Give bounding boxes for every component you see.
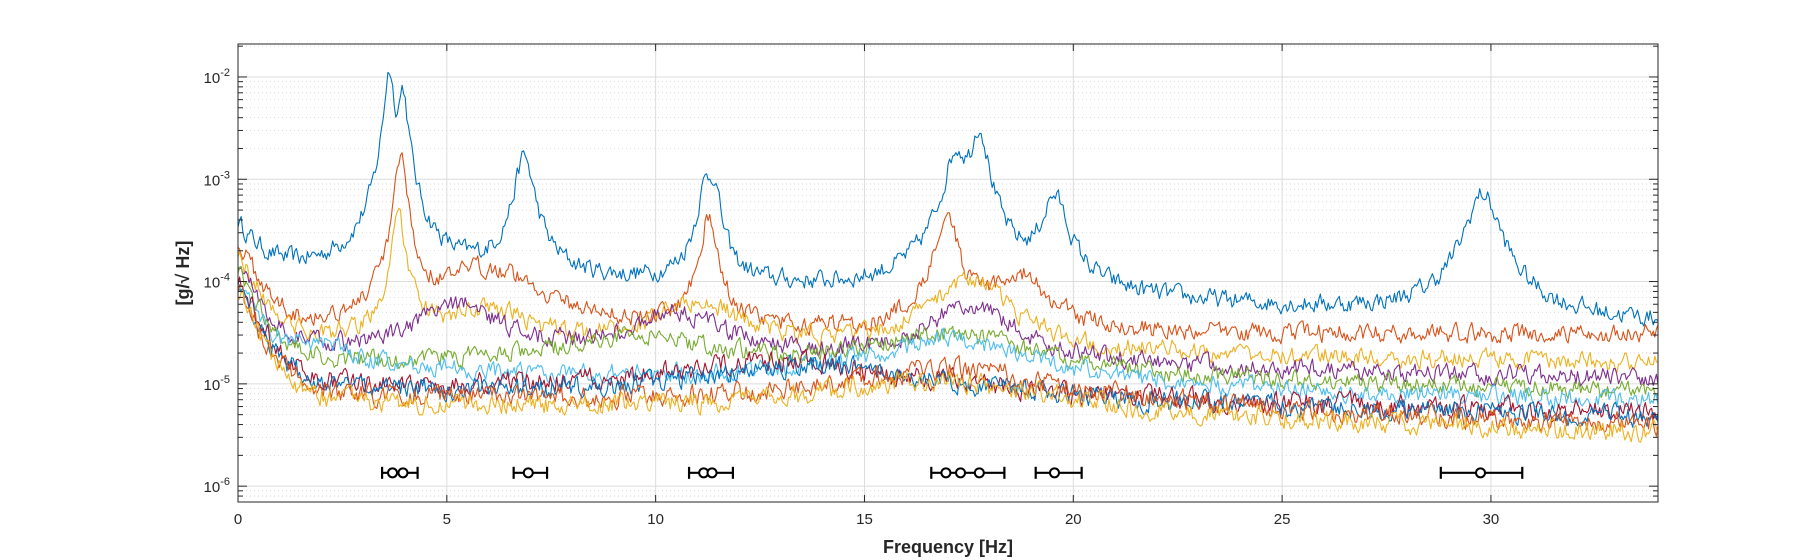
y-axis-label: [g/√ Hz]	[173, 241, 193, 306]
x-tick-label: 20	[1065, 511, 1082, 528]
interval-center-marker	[955, 467, 967, 479]
interval-center-marker	[1049, 467, 1060, 479]
interval-center-marker	[397, 467, 409, 479]
y-tick-label: 10-2	[204, 67, 230, 87]
series-line	[237, 71, 1659, 327]
x-axis-label: Frequency [Hz]	[883, 537, 1013, 557]
y-tick-label: 10-4	[204, 272, 230, 292]
x-tick-label: 15	[856, 511, 873, 528]
series-line	[237, 284, 1659, 437]
y-tick-label: 10-5	[204, 374, 230, 394]
series-line	[237, 152, 1659, 345]
x-tick-label: 5	[443, 511, 451, 528]
series-line	[237, 207, 1659, 373]
axis-ticks: 0 5 10 15 20 25 30 10-6 10-5 10-4 10-3 10-2	[204, 44, 1658, 528]
y-tick-label: 10-6	[204, 476, 230, 496]
series-line	[237, 265, 1659, 399]
x-tick-label: 0	[234, 511, 242, 528]
interval-center-marker	[522, 467, 534, 479]
y-tick-label: 10-3	[204, 169, 230, 189]
psd-series	[237, 71, 1659, 443]
series-line	[237, 266, 1659, 387]
series-line	[237, 290, 1659, 443]
frequency-intervals	[380, 466, 1524, 479]
interval-center-marker	[940, 467, 952, 479]
interval-center-marker	[706, 467, 718, 479]
interval-center-marker	[1475, 467, 1486, 479]
series-line	[237, 287, 1659, 428]
interval-center-marker	[387, 467, 399, 479]
x-tick-label: 10	[647, 511, 664, 528]
interval-center-marker	[973, 467, 985, 479]
plot-box	[237, 43, 1659, 503]
x-tick-label: 25	[1274, 511, 1291, 528]
grid-lines	[237, 44, 1658, 503]
x-tick-label: 30	[1483, 511, 1500, 528]
